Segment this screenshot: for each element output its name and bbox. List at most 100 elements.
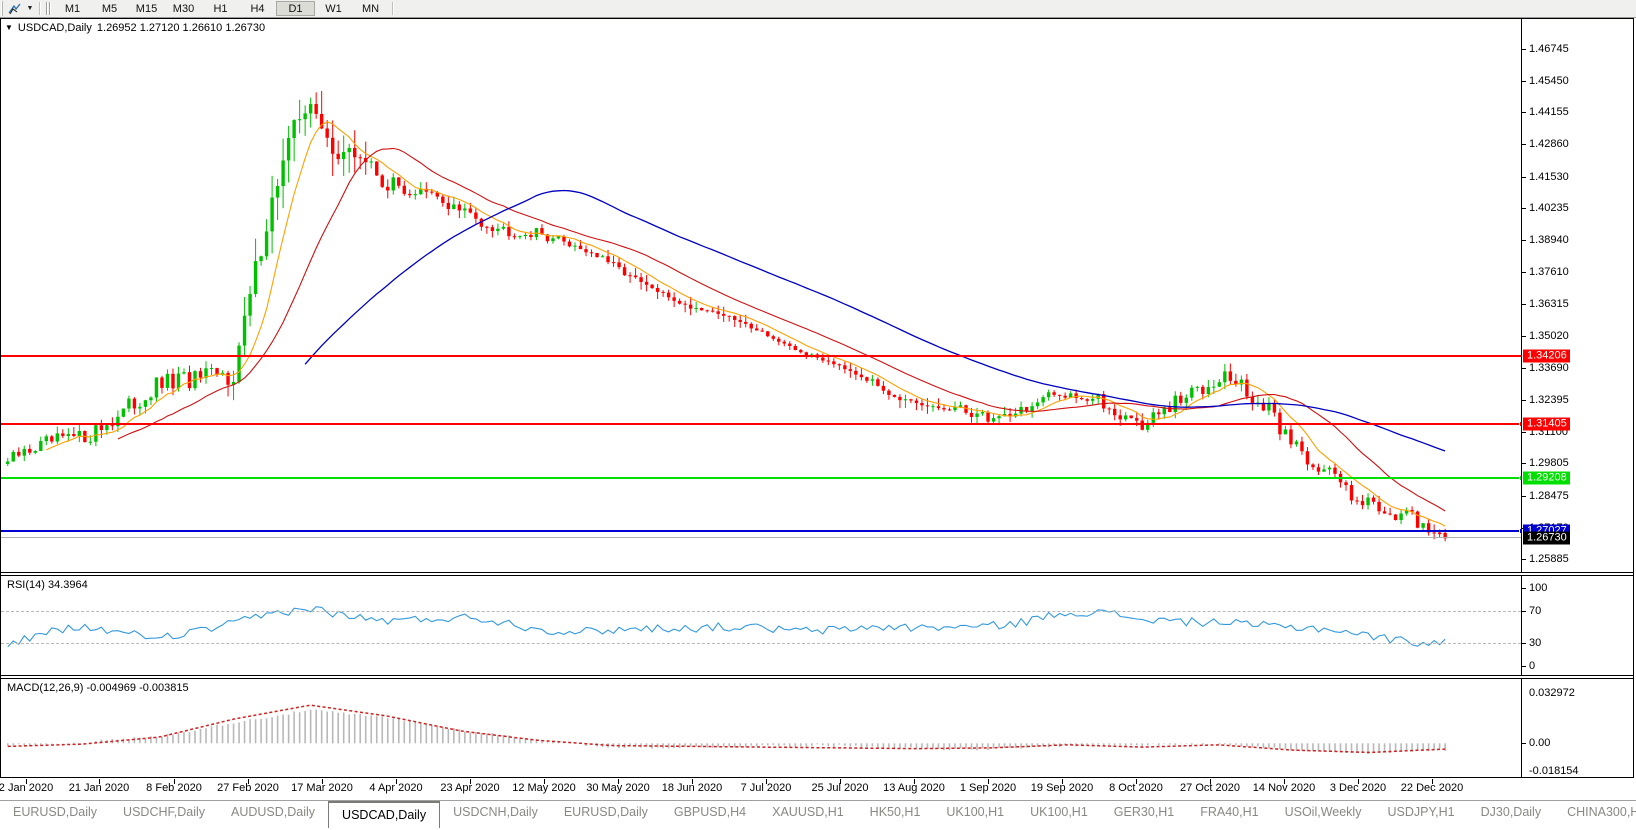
rsi-tick-label: 0 — [1529, 660, 1536, 672]
level-line-support-green[interactable] — [1, 474, 1521, 481]
date-tick-label: 18 Jun 2020 — [661, 782, 723, 794]
tab-eurusd-daily[interactable]: EURUSD,Daily — [563, 805, 648, 819]
macd-tick-label: 0.032972 — [1529, 687, 1575, 699]
price-tag-resistance-upper[interactable]: 1.34206 — [1523, 349, 1570, 363]
chart-frame[interactable]: 1.46745 1.45450 1.44155 1.42860 1.41530 1.402… — [0, 18, 1634, 778]
price-tick — [1522, 239, 1526, 241]
chevron-down-icon[interactable]: ▼ — [26, 5, 34, 12]
tab-china300-h1[interactable]: CHINA300,H1 — [1567, 805, 1636, 819]
toolbar-grip[interactable] — [46, 2, 52, 15]
timeframe-m30[interactable]: M30 — [172, 2, 195, 15]
date-tick — [692, 779, 693, 784]
pane-divider-2 — [1, 675, 1633, 676]
price-tick-label: 1.46745 — [1529, 43, 1569, 55]
tab-eurusd-daily[interactable]: EURUSD,Daily — [13, 805, 98, 819]
price-tick-label: 1.40235 — [1529, 202, 1569, 215]
timeframe-m1[interactable]: M1 — [64, 2, 81, 15]
timeframe-w1[interactable]: W1 — [325, 2, 342, 15]
price-axis[interactable]: 1.46745 1.45450 1.44155 1.42860 1.41530 1.402… — [1521, 19, 1633, 572]
level-line-support-blue[interactable] — [1, 528, 1521, 535]
date-tick-label: 27 Feb 2020 — [217, 782, 279, 794]
date-tick — [99, 779, 100, 784]
date-tick-label: 23 Apr 2020 — [440, 782, 500, 794]
date-tick — [322, 779, 323, 784]
date-tick — [618, 779, 619, 784]
price-tag-resistance-lower[interactable]: 1.31405 — [1523, 417, 1570, 431]
date-tick — [914, 779, 915, 784]
price-tick — [1522, 304, 1526, 305]
date-tick-label: 21 Jan 2020 — [68, 782, 130, 794]
level-line-last-price[interactable] — [1, 537, 1521, 539]
price-pane[interactable]: 1.46745 1.45450 1.44155 1.42860 1.41530 1.402… — [1, 19, 1633, 572]
price-tick-label: 1.37610 — [1529, 266, 1569, 279]
chart-symbol-header: ▼ USDCAD,Daily 1.26952 1.27120 1.26610 1… — [5, 22, 265, 34]
price-tick-label: 1.25885 — [1529, 553, 1569, 565]
rsi-plot-area — [1, 576, 1521, 675]
price-tag-support-green[interactable]: 1.29208 — [1523, 471, 1570, 485]
level-line-resistance-upper[interactable] — [1, 354, 1521, 357]
timeframe-toolbar: ▼ M1 M5 M15 M30 H1 H4 D1 W1 MN — [0, 0, 1636, 18]
date-tick-label: 30 May 2020 — [586, 782, 650, 794]
tab-hk50-h1[interactable]: HK50,H1 — [869, 805, 921, 819]
ohlc-values: 1.26952 1.27120 1.26610 1.26730 — [96, 22, 266, 34]
date-tick — [766, 779, 767, 784]
tab-usdjpy-h1[interactable]: USDJPY,H1 — [1387, 805, 1455, 819]
date-tick-label: 25 Jul 2020 — [811, 782, 869, 794]
level-line-resistance-lower[interactable] — [1, 421, 1521, 428]
price-tick-label: 1.42860 — [1529, 137, 1569, 150]
price-tag-last-price[interactable]: 1.26730 — [1523, 531, 1570, 545]
tab-ger30-h1[interactable]: GER30,H1 — [1113, 805, 1175, 819]
tab-xauusd-h1[interactable]: XAUUSD,H1 — [772, 805, 844, 819]
rsi-band-70 — [1, 611, 1521, 613]
tab-gbpusd-h4[interactable]: GBPUSD,H4 — [673, 805, 747, 819]
rsi-tick-label: 30 — [1529, 636, 1542, 649]
tab-usoil-weekly[interactable]: USOil,Weekly — [1284, 805, 1362, 819]
tab-audusd-daily[interactable]: AUDUSD,Daily — [231, 805, 316, 819]
timeframe-mn[interactable]: MN — [361, 2, 380, 15]
tab-usdcnh-daily[interactable]: USDCNH,Daily — [453, 805, 538, 819]
macd-pane[interactable]: 0.032972 0.00 -0.018154 MACD(12,26,9) -0.0… — [1, 679, 1633, 777]
tab-usdchf-daily[interactable]: USDCHF,Daily — [123, 805, 205, 819]
level-handle[interactable] — [1519, 528, 1521, 535]
price-tick — [1522, 368, 1526, 370]
date-tick — [1062, 779, 1063, 784]
chart-tab-bar[interactable]: EURUSD,Daily USDCHF,Daily AUDUSD,Daily USDC… — [0, 800, 1636, 830]
macd-tick-label: 0.00 — [1529, 737, 1551, 750]
price-plot-area[interactable] — [1, 19, 1521, 572]
date-tick-label: 19 Sep 2020 — [1030, 782, 1094, 794]
toolbar-drag-handle[interactable] — [1, 1, 6, 16]
timeframe-group: M1 M5 M15 M30 H1 H4 D1 W1 MN — [54, 1, 389, 16]
timeframe-h1[interactable]: H1 — [213, 2, 228, 15]
toolbar-separator-2 — [392, 2, 394, 15]
price-tick — [1522, 49, 1526, 50]
timeframe-m5[interactable]: M5 — [101, 2, 118, 15]
rsi-tick-label: 70 — [1529, 605, 1542, 618]
timeframe-h4[interactable]: H4 — [250, 2, 265, 15]
date-tick — [988, 779, 989, 784]
tab-usdcad-daily[interactable]: USDCAD,Daily — [328, 801, 441, 828]
timeframe-d1[interactable]: D1 — [276, 1, 315, 16]
price-tick-label: 1.45450 — [1529, 74, 1569, 87]
price-tick — [1522, 272, 1526, 274]
chevron-down-icon-chart[interactable]: ▼ — [5, 23, 13, 32]
pane-divider-2b — [1, 678, 1633, 679]
date-tick — [1284, 779, 1285, 784]
price-tick — [1522, 431, 1526, 433]
tab-dj30-daily[interactable]: DJ30,Daily — [1480, 805, 1542, 819]
tab-uk100-h1[interactable]: UK100,H1 — [1030, 805, 1088, 819]
rsi-band-30 — [1, 642, 1521, 644]
date-tick-label: 4 Apr 2020 — [369, 782, 423, 794]
tab-fra40-h1[interactable]: FRA40,H1 — [1200, 805, 1259, 819]
crosshair-icon[interactable] — [6, 1, 24, 17]
rsi-label: RSI(14) 34.3964 — [7, 579, 88, 591]
date-tick-label: 12 May 2020 — [512, 782, 576, 794]
rsi-pane[interactable]: 100 70 30 0 RSI(14) 34.3964 — [1, 576, 1633, 675]
level-handle[interactable] — [1519, 474, 1521, 481]
timeframe-m15[interactable]: M15 — [135, 2, 158, 15]
tab-uk100-h1[interactable]: UK100,H1 — [946, 805, 1005, 819]
level-handle[interactable] — [1519, 421, 1521, 428]
macd-tick-label: -0.018154 — [1529, 765, 1579, 777]
date-axis[interactable]: 2 Jan 2020 21 Jan 2020 8 Feb 2020 27 Feb 20… — [0, 779, 1636, 799]
date-tick-label: 13 Aug 2020 — [883, 782, 945, 794]
